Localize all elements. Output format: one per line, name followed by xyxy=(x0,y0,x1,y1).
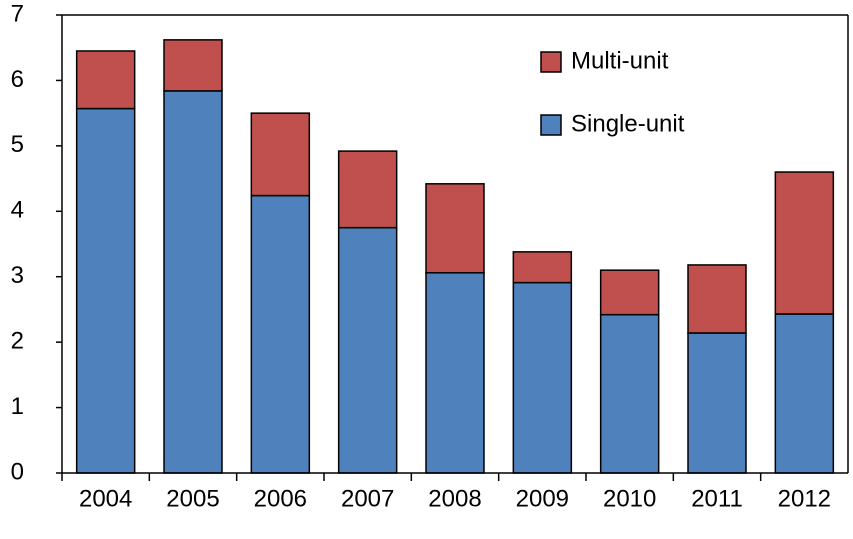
y-tick-label: 6 xyxy=(11,66,24,93)
bar-segment xyxy=(774,313,835,474)
y-tick-label: 0 xyxy=(11,458,24,485)
legend-swatch xyxy=(540,114,562,136)
x-tick-label: 2007 xyxy=(341,485,394,512)
x-tick-label: 2012 xyxy=(778,485,831,512)
bar-segment xyxy=(425,272,485,474)
legend-swatch xyxy=(540,51,562,73)
x-tick-label: 2005 xyxy=(166,485,219,512)
bar-segment xyxy=(512,281,573,474)
bar-segment xyxy=(163,39,223,92)
bar-segment xyxy=(687,264,747,334)
x-tick-label: 2006 xyxy=(254,485,307,512)
x-tick-label: 2004 xyxy=(79,485,132,512)
bar-segment xyxy=(250,112,311,197)
x-tick-label: 2011 xyxy=(691,485,743,512)
y-tick-label: 2 xyxy=(11,327,24,354)
bar-segment xyxy=(512,251,573,284)
y-tick-label: 4 xyxy=(11,197,24,224)
y-tick-label: 5 xyxy=(11,131,24,158)
legend-label: Single-unit xyxy=(571,110,685,137)
bar-segment xyxy=(774,171,835,315)
y-tick-label: 3 xyxy=(11,262,24,289)
x-tick-label: 2008 xyxy=(428,485,481,512)
bar-segment xyxy=(687,332,747,474)
bar-segment xyxy=(599,269,660,316)
y-tick-label: 1 xyxy=(11,393,24,420)
bar-segment xyxy=(163,90,223,474)
bar-segment xyxy=(250,194,311,474)
bar-segment xyxy=(599,313,660,474)
x-tick-label: 2009 xyxy=(516,485,569,512)
legend-label: Multi-unit xyxy=(571,47,669,74)
bar-segment xyxy=(75,107,136,474)
bar-segment xyxy=(337,226,398,474)
x-tick-label: 2010 xyxy=(603,485,656,512)
bar-segment xyxy=(425,183,485,274)
bar-segment xyxy=(75,50,136,110)
y-tick-label: 7 xyxy=(11,0,24,27)
bar-segment xyxy=(337,150,398,229)
